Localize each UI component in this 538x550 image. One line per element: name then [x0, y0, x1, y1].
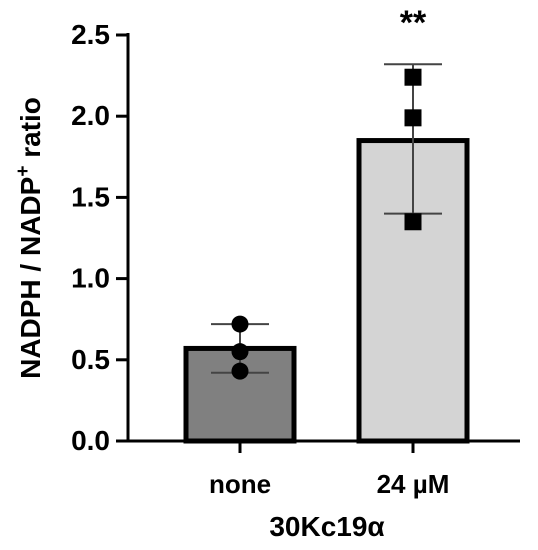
significance-marker: ** — [400, 4, 427, 42]
data-point — [231, 315, 249, 333]
y-tick-label: 0.0 — [71, 425, 110, 456]
x-tick-label: none — [209, 469, 271, 499]
y-axis: 0.0 0.5 1.0 1.5 2.0 2.5 — [71, 19, 130, 456]
x-tick-label: 24 µM — [377, 469, 450, 499]
y-tick-label: 2.0 — [71, 100, 110, 131]
x-axis: none 24 µM — [126, 439, 520, 499]
bars — [183, 138, 470, 444]
data-points — [231, 68, 422, 380]
x-axis-label: 30Kc19α — [269, 511, 384, 542]
y-tick-label: 1.5 — [71, 181, 110, 212]
data-point — [404, 68, 422, 86]
data-point — [404, 213, 422, 231]
y-axis-label: NADPH / NADP+ ratio — [13, 97, 46, 379]
data-point — [231, 343, 249, 361]
labels: NADPH / NADP+ ratio 30Kc19α ** — [13, 4, 427, 542]
y-tick-label: 1.0 — [71, 263, 110, 294]
data-point — [231, 362, 249, 380]
y-tick-label: 2.5 — [71, 19, 110, 50]
data-point — [404, 109, 422, 127]
y-tick-label: 0.5 — [71, 344, 110, 375]
